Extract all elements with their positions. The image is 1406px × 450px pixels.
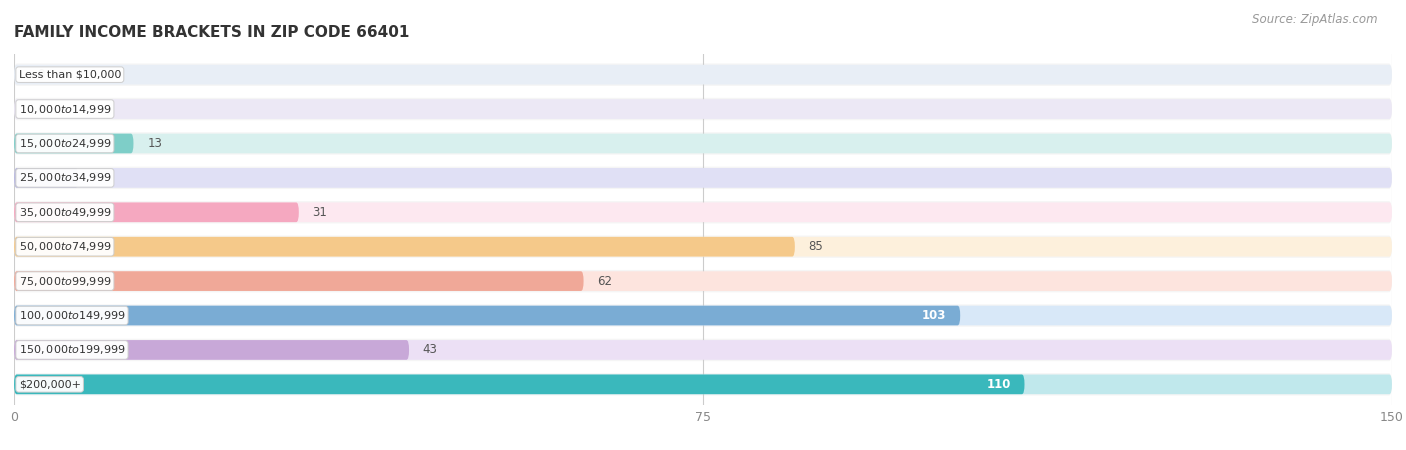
Text: 43: 43 xyxy=(423,343,437,356)
Text: 0: 0 xyxy=(37,103,45,116)
FancyBboxPatch shape xyxy=(14,271,583,291)
Text: 7: 7 xyxy=(93,171,100,184)
Text: $100,000 to $149,999: $100,000 to $149,999 xyxy=(18,309,125,322)
Text: $200,000+: $200,000+ xyxy=(18,379,80,389)
FancyBboxPatch shape xyxy=(14,237,1392,256)
FancyBboxPatch shape xyxy=(14,201,1392,224)
FancyBboxPatch shape xyxy=(14,306,960,325)
FancyBboxPatch shape xyxy=(14,132,1392,155)
Text: 85: 85 xyxy=(808,240,824,253)
FancyBboxPatch shape xyxy=(14,237,794,256)
Text: $50,000 to $74,999: $50,000 to $74,999 xyxy=(18,240,111,253)
FancyBboxPatch shape xyxy=(14,202,299,222)
Text: FAMILY INCOME BRACKETS IN ZIP CODE 66401: FAMILY INCOME BRACKETS IN ZIP CODE 66401 xyxy=(14,25,409,40)
FancyBboxPatch shape xyxy=(14,63,1392,86)
FancyBboxPatch shape xyxy=(14,271,1392,291)
Text: $10,000 to $14,999: $10,000 to $14,999 xyxy=(18,103,111,116)
Text: 62: 62 xyxy=(598,274,613,288)
FancyBboxPatch shape xyxy=(14,168,1392,188)
FancyBboxPatch shape xyxy=(14,65,1392,85)
Text: $150,000 to $199,999: $150,000 to $199,999 xyxy=(18,343,125,356)
FancyBboxPatch shape xyxy=(14,134,1392,153)
FancyBboxPatch shape xyxy=(14,304,1392,327)
Text: 31: 31 xyxy=(312,206,328,219)
FancyBboxPatch shape xyxy=(14,235,1392,258)
Text: 13: 13 xyxy=(148,137,162,150)
FancyBboxPatch shape xyxy=(14,202,1392,222)
FancyBboxPatch shape xyxy=(14,374,1392,394)
Text: 110: 110 xyxy=(987,378,1011,391)
Text: 0: 0 xyxy=(37,68,45,81)
FancyBboxPatch shape xyxy=(14,339,1392,361)
Text: $75,000 to $99,999: $75,000 to $99,999 xyxy=(18,274,111,288)
FancyBboxPatch shape xyxy=(14,340,409,360)
FancyBboxPatch shape xyxy=(14,340,1392,360)
FancyBboxPatch shape xyxy=(14,373,1392,396)
Text: Source: ZipAtlas.com: Source: ZipAtlas.com xyxy=(1253,14,1378,27)
FancyBboxPatch shape xyxy=(14,134,134,153)
FancyBboxPatch shape xyxy=(14,166,1392,189)
Text: Less than $10,000: Less than $10,000 xyxy=(18,70,121,80)
Text: $25,000 to $34,999: $25,000 to $34,999 xyxy=(18,171,111,184)
FancyBboxPatch shape xyxy=(14,270,1392,292)
FancyBboxPatch shape xyxy=(14,306,1392,325)
FancyBboxPatch shape xyxy=(14,374,1025,394)
Text: $35,000 to $49,999: $35,000 to $49,999 xyxy=(18,206,111,219)
FancyBboxPatch shape xyxy=(14,98,1392,120)
FancyBboxPatch shape xyxy=(14,99,1392,119)
Text: $15,000 to $24,999: $15,000 to $24,999 xyxy=(18,137,111,150)
Text: 103: 103 xyxy=(922,309,946,322)
FancyBboxPatch shape xyxy=(14,168,79,188)
